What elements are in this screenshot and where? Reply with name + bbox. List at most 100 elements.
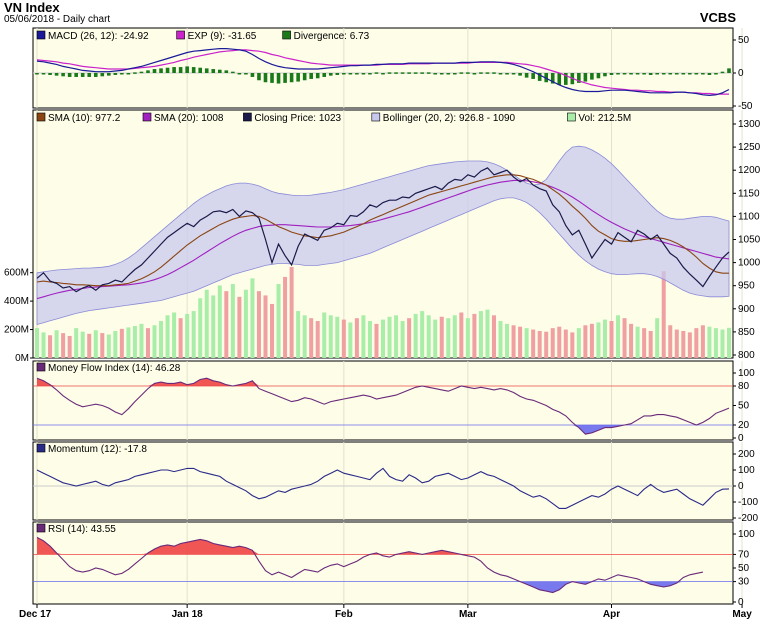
x-tick-label: May xyxy=(732,609,752,620)
volume-bar xyxy=(159,321,164,358)
mfi-legend: Money Flow Index (14): 46.28 xyxy=(36,362,181,374)
divergence-bar xyxy=(701,73,705,75)
volume-bar xyxy=(322,312,327,358)
mfi-oversold-area xyxy=(37,425,729,435)
price-tick-label: 1050 xyxy=(738,235,761,246)
divergence-bar xyxy=(257,73,261,81)
divergence-bar xyxy=(668,73,673,75)
mfi-overbought-area xyxy=(37,378,729,386)
volume-bar xyxy=(616,315,621,358)
volume-bar xyxy=(400,321,405,358)
divergence-bar xyxy=(302,73,307,81)
divergence-bar xyxy=(518,73,522,76)
volume-bar xyxy=(270,303,275,358)
divergence-bar xyxy=(485,72,490,74)
divergence-bar xyxy=(661,73,666,75)
price-tick-label: 1100 xyxy=(738,211,760,222)
volume-bar xyxy=(694,328,699,358)
x-tick-label: Apr xyxy=(603,609,620,620)
macd-tick-label: -50 xyxy=(738,101,753,112)
divergence-bar xyxy=(524,73,529,78)
divergence-bar xyxy=(191,67,196,73)
price-legend-swatch xyxy=(36,112,46,122)
volume-bar xyxy=(263,295,268,358)
divergence-bar xyxy=(459,72,464,74)
volume-bar xyxy=(224,291,229,358)
divergence-bar xyxy=(113,73,118,75)
divergence-bar xyxy=(479,72,483,74)
volume-bar xyxy=(602,319,607,358)
momentum-tick-label: 0 xyxy=(738,481,744,492)
divergence-bar xyxy=(394,72,398,74)
price-legend-label: SMA (20): 1008 xyxy=(154,113,224,124)
price-tick-label: 1250 xyxy=(738,142,761,153)
divergence-bar xyxy=(681,73,686,75)
divergence-bar xyxy=(511,73,516,75)
rsi-tick-label: 0 xyxy=(738,597,744,608)
divergence-bar xyxy=(596,73,601,79)
divergence-bar xyxy=(453,73,457,75)
volume-bar xyxy=(178,318,183,358)
macd-legend-label: EXP (9): -31.65 xyxy=(188,31,257,42)
divergence-bar xyxy=(707,73,712,75)
divergence-bar xyxy=(328,73,333,76)
momentum-panel xyxy=(32,441,734,521)
divergence-bar xyxy=(466,72,470,74)
divergence-bar xyxy=(165,67,170,73)
divergence-bar xyxy=(374,72,379,74)
volume-bar xyxy=(152,325,157,358)
divergence-bar xyxy=(590,73,594,80)
rsi-legend-label: RSI (14): 43.55 xyxy=(48,524,116,535)
volume-bar xyxy=(668,325,673,358)
rsi-oversold-area xyxy=(37,581,729,593)
x-tick-label: Feb xyxy=(335,609,353,620)
divergence-bar xyxy=(720,71,725,74)
divergence-bar xyxy=(335,73,340,75)
volume-bar xyxy=(100,333,105,358)
volume-tick-label: 400M xyxy=(4,296,29,307)
divergence-bar xyxy=(498,73,503,75)
volume-tick-label: 200M xyxy=(4,325,29,336)
divergence-bar xyxy=(387,72,392,74)
volume-bar xyxy=(315,321,320,358)
volume-bar xyxy=(139,323,144,358)
divergence-bar xyxy=(355,73,359,75)
volume-bar xyxy=(335,316,340,358)
mfi-legend-label: Money Flow Index (14): 46.28 xyxy=(48,363,181,374)
mfi-tick-label: 50 xyxy=(738,401,750,412)
divergence-bar xyxy=(342,73,346,75)
volume-bar xyxy=(132,326,137,358)
price-tick-label: 1150 xyxy=(738,188,760,199)
divergence-bar xyxy=(407,72,411,74)
volume-bar xyxy=(426,315,431,358)
volume-bar xyxy=(655,318,660,358)
volume-bar xyxy=(518,326,523,358)
divergence-bar xyxy=(603,73,607,77)
x-tick-label: Jan 18 xyxy=(172,609,204,620)
divergence-bar xyxy=(211,69,216,73)
divergence-bar xyxy=(198,67,203,73)
volume-bar xyxy=(642,328,647,358)
mfi-tick-label: 20 xyxy=(738,420,750,431)
volume-bar xyxy=(309,318,314,358)
volume-bar xyxy=(165,315,170,358)
x-tick-label: Dec 17 xyxy=(19,609,52,620)
divergence-bar xyxy=(557,73,562,85)
rsi-panel xyxy=(32,521,734,605)
mfi-tick-label: 80 xyxy=(738,381,750,392)
divergence-bar xyxy=(289,73,294,83)
volume-bar xyxy=(727,327,731,358)
mfi-legend-swatch xyxy=(36,362,46,372)
divergence-bar xyxy=(439,73,444,75)
divergence-bar xyxy=(472,73,477,75)
volume-bar xyxy=(48,335,53,358)
divergence-bar xyxy=(544,73,549,83)
divergence-bar xyxy=(315,73,320,79)
divergence-bar xyxy=(368,73,372,75)
macd-legend-label: Divergence: 6.73 xyxy=(294,31,370,42)
divergence-bar xyxy=(152,69,157,73)
divergence-bar xyxy=(139,71,144,74)
volume-bar xyxy=(394,315,399,358)
volume-bar xyxy=(354,318,359,358)
volume-bar xyxy=(439,316,444,358)
